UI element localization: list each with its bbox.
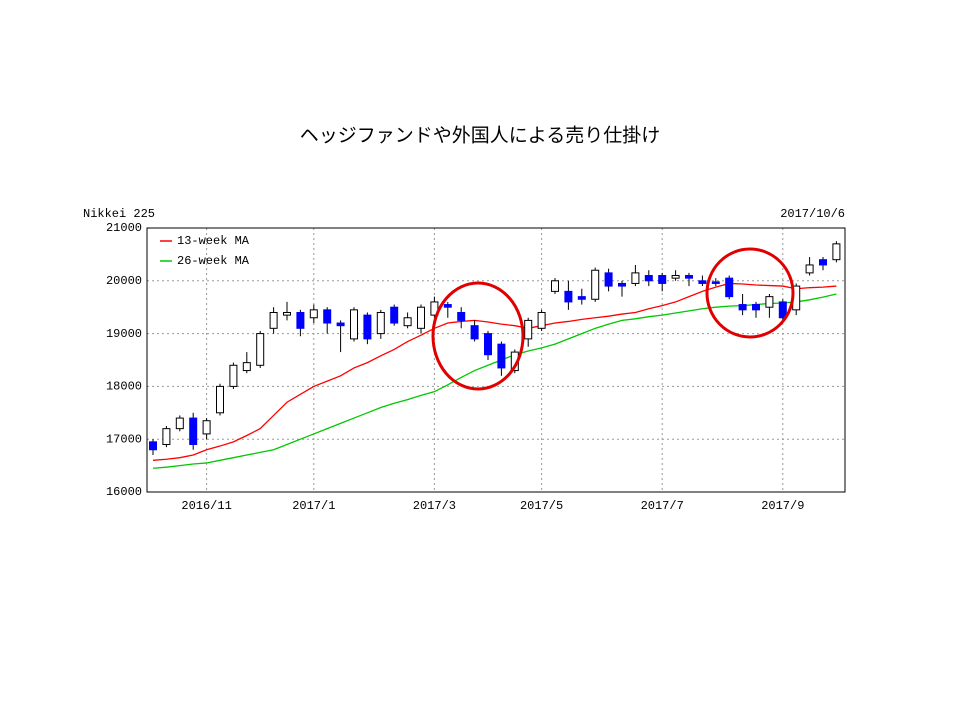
candle-body	[403, 317, 412, 327]
legend-label: 13-week MA	[177, 234, 250, 248]
candle-body	[149, 441, 157, 451]
x-tick-label: 2017/9	[761, 499, 804, 513]
candle-body	[577, 296, 586, 300]
candle-body	[457, 311, 466, 321]
candle-body	[470, 325, 479, 340]
candle-body	[256, 333, 265, 366]
chart-title: ヘッジファンドや外国人による売り仕掛け	[300, 125, 660, 147]
highlight-circle	[431, 281, 525, 391]
candle-body	[725, 277, 734, 298]
candle-body	[618, 282, 626, 287]
candle-body	[537, 311, 546, 329]
candle-body	[175, 417, 184, 430]
candle-body	[524, 319, 533, 340]
moving-average-line	[152, 282, 837, 461]
candle-body	[216, 385, 224, 414]
y-tick-label: 16000	[106, 485, 142, 499]
candle-body	[631, 272, 640, 284]
candle-body	[738, 304, 747, 311]
y-tick-label: 20000	[106, 274, 142, 288]
legend-label: 26-week MA	[177, 254, 250, 268]
candle-body	[591, 269, 600, 300]
candle-body	[363, 314, 372, 340]
plot-frame	[146, 227, 846, 493]
candle-body	[443, 304, 452, 308]
candle-body	[658, 275, 667, 284]
candle-body	[484, 333, 492, 356]
candle-body	[323, 309, 332, 324]
candle-body	[189, 417, 198, 445]
candle-body	[229, 364, 238, 387]
candle-body	[685, 275, 693, 279]
candle-body	[671, 275, 680, 279]
candle-body	[283, 311, 291, 316]
chart-date: 2017/10/6	[780, 207, 845, 221]
candle-body	[376, 311, 385, 335]
y-tick-label: 18000	[106, 380, 142, 394]
candle-body	[162, 428, 171, 445]
candle-body	[350, 309, 358, 340]
candle-body	[336, 322, 345, 327]
candle-body	[564, 290, 573, 303]
index-name: Nikkei 225	[83, 207, 155, 221]
candle-body	[805, 264, 814, 274]
moving-average-line	[152, 293, 837, 469]
x-tick-label: 2017/3	[413, 499, 456, 513]
candle-body	[698, 280, 707, 284]
candle-body	[269, 311, 278, 329]
candle-body	[819, 259, 827, 266]
candle-body	[752, 304, 760, 311]
x-tick-label: 2016/11	[181, 499, 231, 513]
y-tick-label: 17000	[106, 432, 142, 446]
plot-area	[147, 227, 845, 493]
candle-body	[202, 420, 211, 435]
candle-body	[309, 309, 318, 319]
candle-body	[832, 243, 841, 261]
x-tick-label: 2017/5	[520, 499, 563, 513]
candle-body	[711, 281, 720, 284]
candle-body	[497, 343, 506, 369]
candle-body	[390, 306, 399, 324]
y-tick-label: 19000	[106, 327, 142, 341]
candle-body	[551, 280, 559, 292]
candle-body	[242, 362, 251, 372]
candle-body	[296, 311, 305, 329]
candle-body	[604, 272, 613, 287]
candle-body	[765, 296, 774, 308]
candle-body	[644, 275, 653, 282]
highlight-circle	[705, 247, 795, 339]
candle-body	[778, 301, 787, 319]
x-tick-label: 2017/1	[292, 499, 335, 513]
y-tick-label: 21000	[106, 221, 142, 235]
candle-body	[417, 306, 425, 329]
x-tick-label: 2017/7	[641, 499, 684, 513]
